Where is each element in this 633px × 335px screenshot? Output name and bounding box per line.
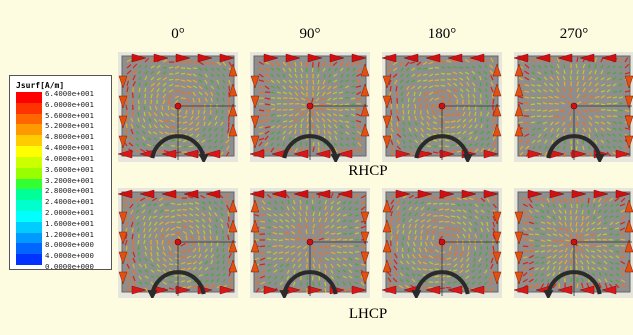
field-plot-lhcp-180deg [382,188,502,298]
legend-swatch [16,200,42,211]
legend-value: 4.0000e+000 [45,251,94,261]
legend-swatch [16,146,42,157]
legend-values: 6.4000e+001 6.0000e+001 5.6000e+001 5.2000e… [45,89,94,273]
column-label-90: 90° [299,26,321,42]
legend-value: 6.0000e+001 [45,99,94,109]
legend-swatch [16,178,42,190]
legend-value: 4.8000e+001 [45,132,94,142]
field-plot-rhcp-90deg [250,52,370,162]
field-plot-rhcp-270deg [514,52,633,162]
legend-value: 4.4000e+001 [45,143,94,153]
legend-value: 2.4000e+001 [45,197,94,207]
field-plot-rhcp-0deg [118,52,238,162]
legend-swatch [16,167,42,179]
legend-swatch [16,113,42,125]
field-plot-lhcp-270deg [514,188,633,298]
legend-swatch [16,102,42,114]
column-label-270: 270° [559,26,589,42]
legend-swatch [16,92,42,103]
legend-color-bar [16,92,42,265]
row-label-rhcp: RHCP [348,163,388,179]
legend-value: 8.0000e+000 [45,240,94,250]
legend-swatch [16,232,42,244]
legend-value: 1.6000e+001 [45,218,94,228]
field-plot-lhcp-90deg [250,188,370,298]
legend-swatch [16,135,42,147]
legend-value: 6.4000e+001 [45,89,94,98]
legend-value: 3.6000e+001 [45,164,94,174]
row-label-lhcp: LHCP [348,306,388,322]
column-label-180: 180° [427,26,457,42]
color-legend: Jsurf[A/m] 6.4000e+001 6.0000e+001 5.6000e… [9,75,112,273]
legend-swatch [16,221,42,233]
field-plot-rhcp-180deg [382,52,502,162]
legend-value: 2.8000e+001 [45,186,94,196]
legend-value: 3.2000e+001 [45,175,94,185]
legend-swatch [16,254,42,265]
legend-value: 5.6000e+001 [45,110,94,120]
column-label-0: 0° [171,26,185,42]
legend-value: 1.2000e+001 [45,229,94,239]
legend-value: 5.2000e+001 [45,121,94,131]
field-plot-lhcp-0deg [118,188,238,298]
legend-value: 2.0000e+001 [45,207,94,217]
legend-title: Jsurf[A/m] [16,81,65,90]
legend-value: 0.0000e+000 [45,262,94,271]
legend-swatch [16,243,42,255]
legend-value: 4.0000e+001 [45,153,94,163]
legend-swatch [16,189,42,201]
legend-swatch [16,210,42,222]
legend-swatch [16,124,42,136]
legend-swatch [16,156,42,168]
